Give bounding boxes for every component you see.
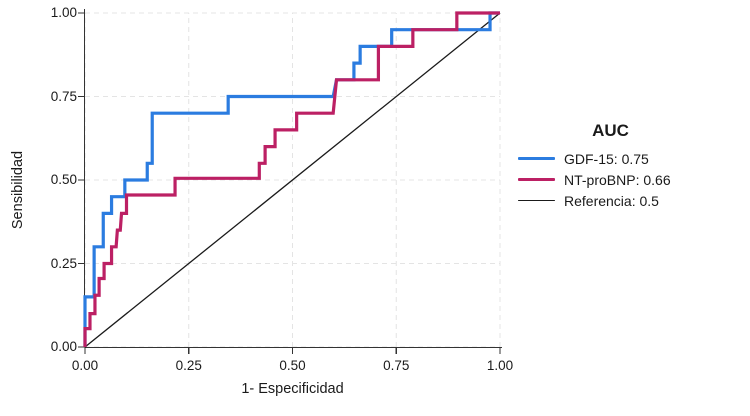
- x-tick-label: 1.00: [486, 358, 514, 373]
- legend-item-gdf15: GDF-15: 0.75: [518, 148, 743, 169]
- tick-marks: [78, 12, 501, 354]
- ntprobnp-line-swatch: [518, 177, 555, 182]
- y-tick-label: 0.25: [50, 255, 77, 271]
- legend-title: AUC: [592, 121, 629, 140]
- y-tick-label: 0.00: [50, 339, 77, 354]
- legend-label-ntprobnp: NT-proBNP: 0.66: [564, 171, 671, 188]
- x-tick-label: 0.25: [175, 358, 202, 373]
- reference-line-swatch: [518, 199, 555, 202]
- x-axis-title: 1- Especificidad: [241, 381, 344, 397]
- legend-item-reference: Referencia: 0.5: [518, 190, 743, 211]
- legend-item-ntprobnp: NT-proBNP: 0.66: [518, 169, 743, 190]
- x-tick-label: 0.00: [71, 358, 99, 373]
- y-tick-label: 0.50: [50, 172, 77, 187]
- legend-label-gdf15: GDF-15: 0.75: [564, 150, 649, 167]
- ntprobnp-roc-curve: [83, 11, 500, 347]
- x-tick-label: 0.50: [279, 358, 306, 373]
- legend-label-reference: Referencia: 0.5: [564, 192, 659, 209]
- x-tick-label: 0.75: [383, 358, 410, 373]
- y-tick-label: 1.00: [50, 5, 77, 20]
- reference-line: [84, 12, 501, 348]
- legend: AUC GDF-15: 0.75 NT-proBNP: 0.66 Referen…: [518, 121, 743, 211]
- y-axis-title: Sensibilidad: [10, 150, 26, 230]
- axis-lines: [83, 9, 502, 349]
- y-tick-label: 0.75: [50, 88, 77, 104]
- gdf15-line-swatch: [518, 156, 555, 161]
